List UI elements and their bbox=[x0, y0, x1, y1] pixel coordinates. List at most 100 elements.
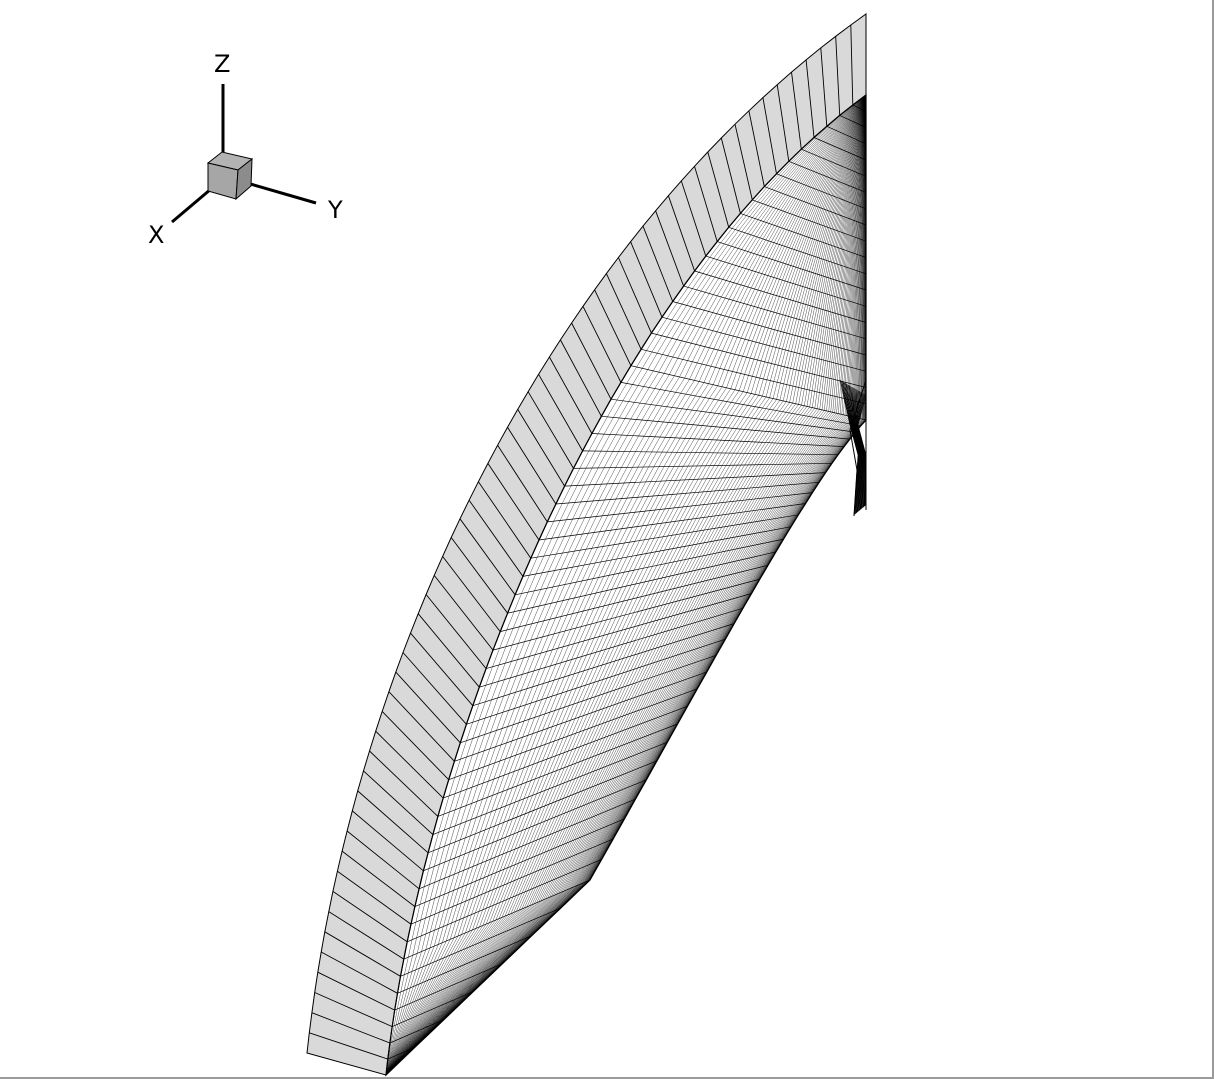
rim-division-line bbox=[605, 273, 642, 350]
circumferential-grid-line bbox=[385, 94, 867, 1076]
circumferential-grid-line bbox=[385, 94, 867, 1076]
circumferential-grid-line bbox=[385, 94, 867, 1076]
radial-grid-line bbox=[427, 760, 658, 854]
rim-division-line bbox=[442, 556, 501, 632]
circumferential-grid-line bbox=[385, 94, 867, 1076]
circumferential-grid-line bbox=[385, 94, 867, 1076]
circumferential-grid-line bbox=[385, 94, 867, 1076]
rim-division-line bbox=[487, 463, 540, 541]
rim-division-line bbox=[410, 632, 474, 706]
rim-division-line bbox=[527, 391, 574, 469]
radial-grid-line bbox=[591, 433, 845, 447]
rim-division-line bbox=[317, 971, 395, 1011]
circumferential-grid-line bbox=[385, 94, 867, 1076]
rim-division-line bbox=[425, 594, 487, 669]
circumferential-grid-line bbox=[385, 94, 867, 1076]
circumferential-grid-line bbox=[385, 94, 867, 1076]
circumferential-grid-line bbox=[385, 94, 867, 1076]
radial-grid-line bbox=[414, 818, 625, 907]
circumferential-grid-line bbox=[385, 94, 867, 1076]
radial-grid-line bbox=[601, 415, 850, 440]
circumferential-grid-line bbox=[385, 94, 867, 1076]
radial-grid-line bbox=[641, 348, 867, 405]
circumferential-grid-line bbox=[385, 94, 867, 1076]
circumferential-grid-line bbox=[385, 94, 867, 1076]
radial-grid-line bbox=[432, 741, 668, 835]
rim-division-line bbox=[748, 110, 765, 187]
circumferential-grid-line bbox=[385, 94, 867, 1076]
circumferential-grid-line bbox=[385, 94, 867, 1076]
circumferential-grid-line bbox=[385, 94, 867, 1076]
radial-grid-line bbox=[423, 779, 647, 872]
circumferential-grid-line bbox=[385, 94, 867, 1076]
3d-axis-triad-icon: Z Y X bbox=[148, 50, 343, 249]
radial-grid-line bbox=[400, 907, 562, 977]
circumferential-grid-line bbox=[385, 94, 867, 1076]
mesh-wake-lines bbox=[839, 379, 867, 516]
rim-division-line bbox=[381, 711, 450, 781]
rim-division-line bbox=[375, 730, 444, 799]
circumferential-grid-line bbox=[385, 94, 867, 1076]
rim-division-line bbox=[549, 356, 593, 434]
radial-grid-line bbox=[620, 382, 861, 427]
rim-division-line bbox=[417, 613, 480, 688]
circumferential-grid-line bbox=[385, 94, 867, 1076]
circumferential-grid-line bbox=[385, 94, 867, 1076]
rim-division-line bbox=[309, 1032, 388, 1060]
circumferential-grid-line bbox=[385, 94, 867, 1076]
circumferential-grid-line bbox=[385, 94, 867, 1076]
rim-division-line bbox=[507, 426, 557, 505]
circumferential-grid-line bbox=[385, 94, 867, 1076]
circumferential-grid-line bbox=[385, 94, 867, 1076]
circumferential-grid-line bbox=[385, 94, 867, 1076]
circumferential-grid-line bbox=[385, 94, 867, 1076]
radial-grid-line bbox=[507, 551, 776, 614]
triad-cube-side bbox=[235, 157, 253, 201]
circumferential-grid-line bbox=[385, 94, 867, 1076]
rim-division-line bbox=[835, 36, 841, 116]
x-axis-line bbox=[171, 187, 212, 224]
rim-division-line bbox=[497, 444, 548, 523]
circumferential-grid-line bbox=[385, 94, 867, 1076]
circumferential-grid-line bbox=[385, 94, 867, 1076]
rim-division-line bbox=[433, 575, 494, 651]
rim-division-line bbox=[791, 72, 802, 150]
rim-division-line bbox=[762, 97, 777, 174]
circumferential-grid-line bbox=[385, 94, 867, 1076]
radial-grid-line bbox=[407, 858, 602, 943]
radial-grid-line bbox=[651, 332, 867, 388]
rim-division-line bbox=[820, 47, 828, 127]
rim-division-line bbox=[805, 59, 815, 138]
circumferential-grid-line bbox=[385, 94, 867, 1076]
circumferential-grid-line bbox=[385, 94, 867, 1076]
circumferential-grid-line bbox=[385, 94, 867, 1076]
radial-grid-line bbox=[492, 578, 760, 651]
radial-grid-line bbox=[661, 316, 867, 372]
rim-division-line bbox=[311, 1012, 391, 1044]
radial-grid-line bbox=[538, 503, 806, 541]
rim-division-line bbox=[694, 166, 718, 242]
rim-division-line bbox=[402, 652, 467, 725]
rim-division-line bbox=[517, 409, 565, 487]
rim-division-line bbox=[341, 850, 416, 907]
rim-division-line bbox=[560, 339, 602, 417]
circumferential-grid-line bbox=[385, 94, 867, 1076]
circumferential-grid-line bbox=[385, 94, 867, 1076]
rim-division-line bbox=[571, 322, 612, 400]
rim-division-line bbox=[459, 518, 516, 596]
circumferential-grid-line bbox=[385, 94, 867, 1076]
circumferential-grid-line bbox=[385, 94, 867, 1076]
rim-division-line bbox=[630, 241, 663, 318]
rim-division-line bbox=[363, 770, 434, 835]
rim-division-line bbox=[655, 210, 685, 287]
radial-grid-line bbox=[454, 671, 708, 762]
circumferential-grid-line bbox=[385, 94, 867, 1076]
circumferential-grid-line bbox=[385, 94, 867, 1076]
circumferential-grid-line bbox=[385, 94, 867, 1076]
rim-division-line bbox=[328, 911, 405, 960]
y-axis-line bbox=[246, 181, 317, 205]
circumferential-grid-line bbox=[385, 94, 867, 1076]
radial-grid-line bbox=[705, 255, 867, 307]
